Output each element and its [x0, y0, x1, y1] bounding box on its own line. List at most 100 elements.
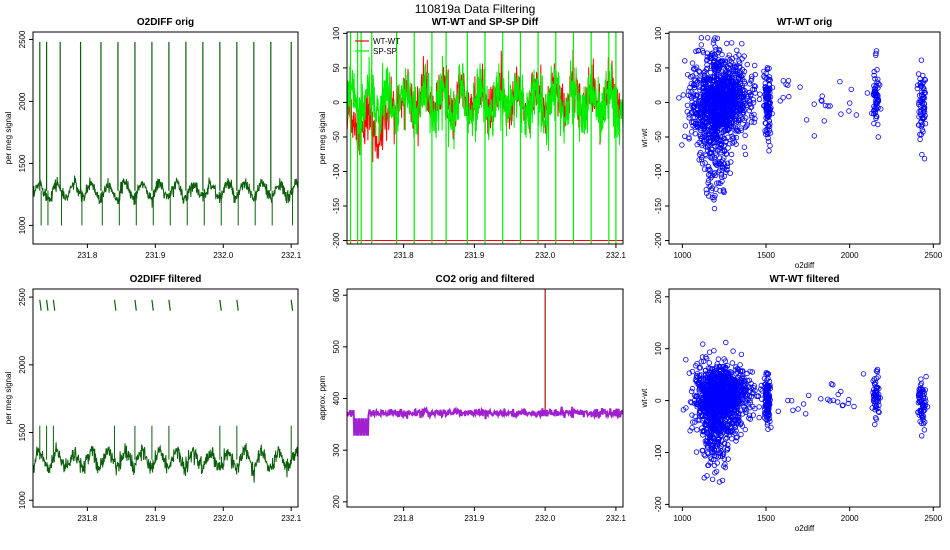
scatter-point	[766, 65, 772, 72]
scatter-point	[688, 93, 694, 99]
scatter-point	[728, 110, 735, 116]
scatter-point	[875, 105, 881, 111]
scatter-point	[917, 399, 923, 406]
scatter-point	[721, 148, 728, 155]
scatter-point	[713, 132, 719, 138]
x-axis-label: o2diff	[795, 261, 815, 270]
scatter-point	[920, 72, 926, 79]
scatter-point	[766, 118, 772, 124]
scatter-point	[713, 124, 719, 130]
scatter-point	[919, 151, 925, 158]
scatter-point	[744, 61, 750, 68]
scatter-point	[717, 430, 723, 436]
scatter-point	[917, 108, 924, 115]
scatter-point	[714, 94, 720, 100]
scatter-point	[872, 421, 878, 428]
scatter-point	[701, 138, 708, 145]
scatter-point	[766, 123, 773, 130]
scatter-point	[734, 47, 740, 53]
y-axis-label: wt-wt	[640, 388, 649, 408]
scatter-point	[697, 413, 703, 420]
segment-mark	[39, 299, 42, 311]
scatter-point	[785, 397, 791, 404]
y-tick-label: 200	[654, 290, 663, 304]
scatter-point	[748, 76, 755, 82]
scatter-point	[797, 84, 803, 90]
scatter-point	[700, 390, 706, 396]
scatter-point	[689, 60, 696, 66]
scatter-point	[706, 92, 712, 99]
plot-frame	[668, 288, 941, 508]
segment-mark	[151, 299, 154, 311]
scatter-point	[763, 399, 769, 405]
scatter-point	[875, 76, 881, 82]
scatter-point	[917, 418, 923, 425]
scatter-point	[720, 398, 726, 404]
scatter-point	[746, 415, 752, 421]
scatter-point	[731, 134, 737, 141]
scatter-point	[690, 419, 696, 425]
scatter-point	[695, 112, 701, 118]
scatter-point	[722, 464, 729, 471]
scatter-point	[743, 409, 749, 415]
scatter-point	[712, 402, 718, 408]
scatter-point	[707, 434, 714, 440]
scatter-point	[873, 368, 880, 374]
scatter-point	[735, 414, 741, 420]
scatter-point	[729, 360, 736, 366]
scatter-point	[709, 50, 716, 56]
scatter-point	[764, 370, 771, 376]
scatter-point	[766, 148, 772, 154]
scatter-point	[709, 443, 715, 449]
scatter-point	[740, 368, 746, 374]
scatter-point	[705, 116, 711, 122]
scatter-point	[741, 404, 747, 410]
scatter-point	[761, 375, 768, 382]
scatter-point	[725, 445, 731, 451]
scatter-point	[710, 369, 716, 375]
scatter-point	[709, 445, 715, 451]
scatter-point	[739, 400, 746, 406]
scatter-point	[766, 402, 772, 409]
scatter-point	[683, 357, 689, 363]
scatter-point	[750, 389, 756, 395]
scatter-point	[750, 97, 756, 103]
scatter-point	[752, 90, 759, 96]
scatter-point	[724, 40, 730, 47]
scatter-point	[743, 115, 749, 121]
scatter-point	[763, 86, 769, 92]
scatter-point	[751, 119, 757, 125]
scatter-point	[851, 403, 857, 410]
scatter-point	[752, 71, 758, 78]
scatter-point	[916, 92, 923, 99]
y-tick-label: -200	[654, 496, 663, 513]
panel-title: O2DIFF filtered	[130, 274, 202, 285]
scatter-point	[739, 393, 745, 399]
scatter-point	[690, 119, 696, 125]
y-tick-label: 0	[654, 398, 663, 403]
scatter-point	[696, 103, 702, 110]
scatter-point	[922, 120, 929, 127]
plot-area	[347, 289, 623, 436]
panel-title: WT-WT filtered	[770, 274, 840, 285]
scatter-point	[718, 443, 724, 449]
scatter-point	[712, 428, 719, 434]
scatter-point	[837, 78, 843, 85]
x-tick-label: 231.8	[77, 251, 98, 260]
scatter-point	[725, 145, 731, 151]
scatter-point	[716, 167, 723, 173]
plot-area	[680, 339, 931, 485]
scatter-point	[695, 48, 701, 54]
scatter-point	[706, 390, 713, 396]
scatter-point	[736, 116, 742, 122]
scatter-point	[733, 371, 739, 377]
scatter-point	[718, 136, 724, 142]
scatter-point	[923, 373, 929, 380]
scatter-point	[803, 117, 810, 123]
plot-area	[347, 32, 623, 244]
scatter-point	[689, 368, 696, 375]
segment-mark	[236, 299, 239, 311]
scatter-point	[719, 453, 726, 459]
scatter-point	[803, 411, 809, 417]
